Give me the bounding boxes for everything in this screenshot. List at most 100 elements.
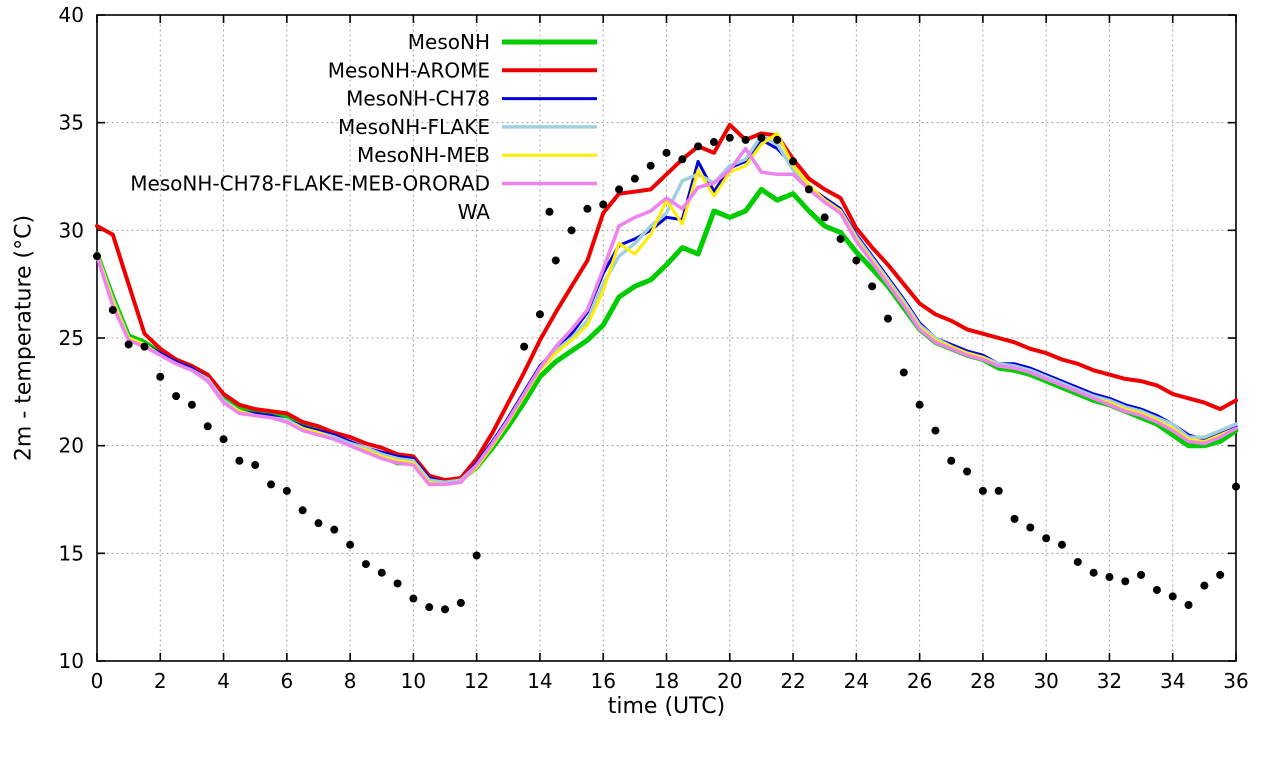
series-point-WA <box>377 568 386 577</box>
series-point-WA <box>203 422 212 431</box>
series-point-WA <box>599 200 608 209</box>
series-point-WA <box>235 456 244 465</box>
x-tick-label: 10 <box>401 669 426 693</box>
x-tick-label: 0 <box>91 669 104 693</box>
legend-label-MesoNH-MEB: MesoNH-MEB <box>357 143 490 167</box>
series-point-WA <box>630 174 639 183</box>
series-point-WA <box>267 480 276 489</box>
x-tick-label: 28 <box>970 669 995 693</box>
series-point-WA <box>1152 585 1161 594</box>
series-point-WA <box>535 310 544 319</box>
series-point-WA <box>963 467 972 476</box>
series-point-WA <box>124 340 133 349</box>
series-point-WA <box>108 306 117 315</box>
series-point-WA <box>1010 514 1019 523</box>
series-point-WA <box>93 252 101 261</box>
series-point-WA <box>868 282 877 291</box>
series-point-WA <box>1121 577 1130 586</box>
legend-label-WA: WA <box>458 200 491 224</box>
series-point-WA <box>472 551 481 560</box>
series-point-WA <box>425 603 434 612</box>
series-point-WA <box>1089 568 1098 577</box>
x-tick-label: 8 <box>344 669 357 693</box>
series-point-WA <box>678 155 687 164</box>
y-tick-label: 40 <box>59 3 84 27</box>
series-point-WA <box>1105 573 1114 582</box>
x-tick-label: 18 <box>654 669 679 693</box>
series-point-WA <box>789 157 798 166</box>
series-point-WA <box>725 133 734 142</box>
series-point-WA <box>330 525 339 534</box>
series-line-MesoNH-CH78-FLAKE-MEB-ORORAD <box>95 146 1238 487</box>
series-line-MesoNH-FLAKE <box>95 133 1238 485</box>
series-point-WA <box>931 426 940 435</box>
series-point-WA <box>836 234 845 243</box>
series-point-WA <box>615 185 624 194</box>
x-tick-label: 16 <box>590 669 615 693</box>
series-point-WA <box>1200 581 1209 590</box>
legend-sample-WA <box>545 207 554 216</box>
series-point-WA <box>441 605 450 614</box>
y-tick-label: 15 <box>59 541 84 565</box>
series-point-WA <box>298 506 307 515</box>
series-point-WA <box>251 461 260 470</box>
series-point-WA <box>1042 534 1051 543</box>
series-point-WA <box>583 204 592 213</box>
x-tick-label: 36 <box>1223 669 1248 693</box>
y-tick-label: 10 <box>59 649 84 673</box>
series-point-WA <box>1057 540 1066 549</box>
series-point-WA <box>409 594 418 603</box>
series-point-WA <box>1184 601 1193 610</box>
series-point-WA <box>551 256 560 265</box>
series-point-WA <box>662 148 671 157</box>
series-point-WA <box>456 598 465 607</box>
x-tick-label: 4 <box>217 669 230 693</box>
legend-label-MesoNH-FLAKE: MesoNH-FLAKE <box>338 115 490 139</box>
series-point-WA <box>994 486 1003 495</box>
x-tick-label: 30 <box>1033 669 1058 693</box>
series-point-WA <box>219 435 228 444</box>
x-tick-label: 32 <box>1097 669 1122 693</box>
series-point-WA <box>1026 523 1035 532</box>
legend-label-MesoNH-CH78-FLAKE-MEB-ORORAD: MesoNH-CH78-FLAKE-MEB-ORORAD <box>130 172 490 196</box>
series-point-WA <box>820 213 829 222</box>
x-axis-label: time (UTC) <box>607 694 726 719</box>
series-point-WA <box>282 486 291 495</box>
series-point-WA <box>694 142 703 151</box>
series-point-WA <box>393 579 402 588</box>
x-tick-label: 34 <box>1160 669 1185 693</box>
series-point-WA <box>156 372 165 381</box>
series-point-WA <box>899 368 908 377</box>
series-point-WA <box>646 161 655 170</box>
y-tick-label: 35 <box>59 111 84 135</box>
x-tick-label: 24 <box>844 669 869 693</box>
y-tick-label: 30 <box>59 218 84 242</box>
series-point-WA <box>978 486 987 495</box>
series-point-WA <box>741 135 750 144</box>
series-point-WA <box>187 400 196 409</box>
x-tick-label: 2 <box>154 669 167 693</box>
x-tick-label: 14 <box>527 669 552 693</box>
x-tick-label: 12 <box>464 669 489 693</box>
series-point-WA <box>915 400 924 409</box>
series-point-WA <box>567 226 576 235</box>
series-point-WA <box>172 392 181 401</box>
series-point-WA <box>1232 482 1240 491</box>
x-tick-label: 26 <box>907 669 932 693</box>
legend-label-MesoNH-CH78: MesoNH-CH78 <box>346 87 490 111</box>
x-tick-label: 20 <box>717 669 742 693</box>
series-point-WA <box>520 342 529 351</box>
series-point-WA <box>947 456 956 465</box>
x-tick-label: 6 <box>280 669 293 693</box>
x-tick-label: 22 <box>780 669 805 693</box>
series-point-WA <box>346 540 355 549</box>
series-point-WA <box>140 342 149 351</box>
series-point-WA <box>1168 592 1177 601</box>
series-point-WA <box>1073 557 1082 566</box>
series-point-WA <box>773 135 782 144</box>
series-line-MesoNH <box>94 186 1239 485</box>
series-point-WA <box>883 314 892 323</box>
series-point-WA <box>709 138 718 147</box>
